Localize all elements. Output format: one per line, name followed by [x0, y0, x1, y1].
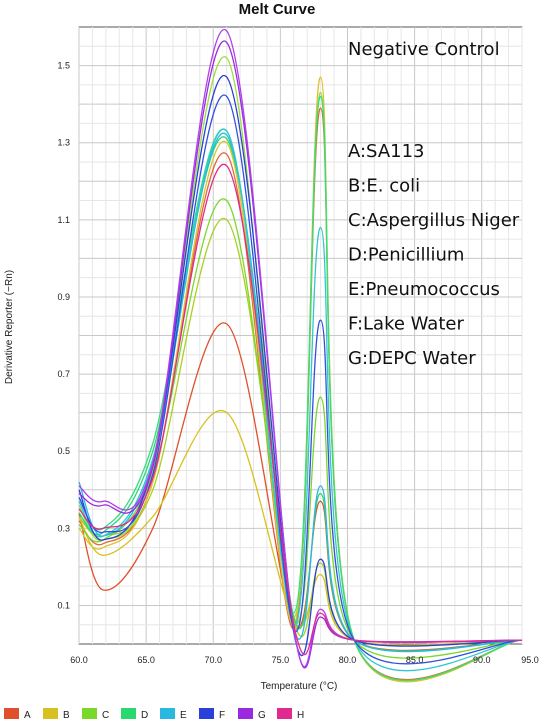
y-tick-label: 0.5 — [57, 446, 70, 456]
legend-swatch — [160, 708, 175, 719]
legend-swatch — [82, 708, 97, 719]
y-axis-label: Derivative Reporter (−Rn) — [4, 270, 15, 384]
legend-swatch — [277, 708, 292, 719]
x-tick-label: 85.0 — [406, 655, 424, 665]
legend-swatch — [199, 708, 214, 719]
annotation-line: F:Lake Water — [348, 314, 464, 335]
legend-label: B — [63, 710, 70, 721]
y-tick-label: 0.9 — [57, 292, 70, 302]
legend-label: G — [258, 710, 266, 721]
y-tick-label: 1.3 — [57, 138, 70, 148]
x-tick-label: 80.0 — [339, 655, 357, 665]
y-tick-label: 0.1 — [57, 600, 70, 610]
series-line — [78, 94, 523, 665]
series-line — [78, 95, 523, 681]
x-tick-label: 65.0 — [137, 655, 155, 665]
x-axis-label: Temperature (°C) — [261, 681, 338, 692]
y-tick-label: 0.3 — [57, 523, 70, 533]
y-tick-label: 1.1 — [57, 215, 70, 225]
annotation-line: E:Pneumococcus — [348, 279, 500, 300]
legend-label: H — [297, 710, 304, 721]
y-tick-label: 1.5 — [57, 61, 70, 71]
legend-swatch — [121, 708, 136, 719]
chart-title: Melt Curve — [239, 1, 316, 18]
legend-swatch — [4, 708, 19, 719]
x-axis-ticks: 60.0 65.0 70.0 75.0 80.0 85.0 90.0 95.0 — [70, 655, 539, 665]
legend-label: F — [219, 710, 225, 721]
annotation-line: C:Aspergillus Niger — [348, 210, 520, 231]
y-tick-label: 0.7 — [57, 369, 70, 379]
series-line — [78, 28, 523, 668]
annotation-line: B:E. coli — [348, 176, 420, 197]
series-line — [78, 163, 523, 656]
x-tick-label: 75.0 — [272, 655, 290, 665]
annotation-heading: Negative Control — [348, 39, 500, 60]
legend-swatch — [43, 708, 58, 719]
legend-label: E — [180, 710, 187, 721]
legend-label: C — [102, 710, 109, 721]
annotation-line: G:DEPC Water — [348, 348, 476, 369]
legend: A B C D E F G H — [4, 708, 304, 721]
x-tick-label: 70.0 — [204, 655, 222, 665]
series-line — [78, 40, 523, 669]
series-lines — [78, 28, 523, 683]
legend-label: A — [24, 710, 31, 721]
x-tick-label: 90.0 — [473, 655, 491, 665]
legend-swatch — [238, 708, 253, 719]
annotation-line: A:SA113 — [348, 141, 425, 162]
legend-label: D — [141, 710, 148, 721]
y-axis-ticks: 0.1 0.3 0.5 0.7 0.9 1.1 1.3 1.5 — [57, 61, 70, 611]
x-tick-label: 95.0 — [521, 655, 539, 665]
x-tick-label: 60.0 — [70, 655, 88, 665]
annotation-line: D:Penicillium — [348, 245, 464, 266]
sample-annotation: Negative Control A:SA113 B:E. coli C:Asper… — [348, 39, 520, 369]
